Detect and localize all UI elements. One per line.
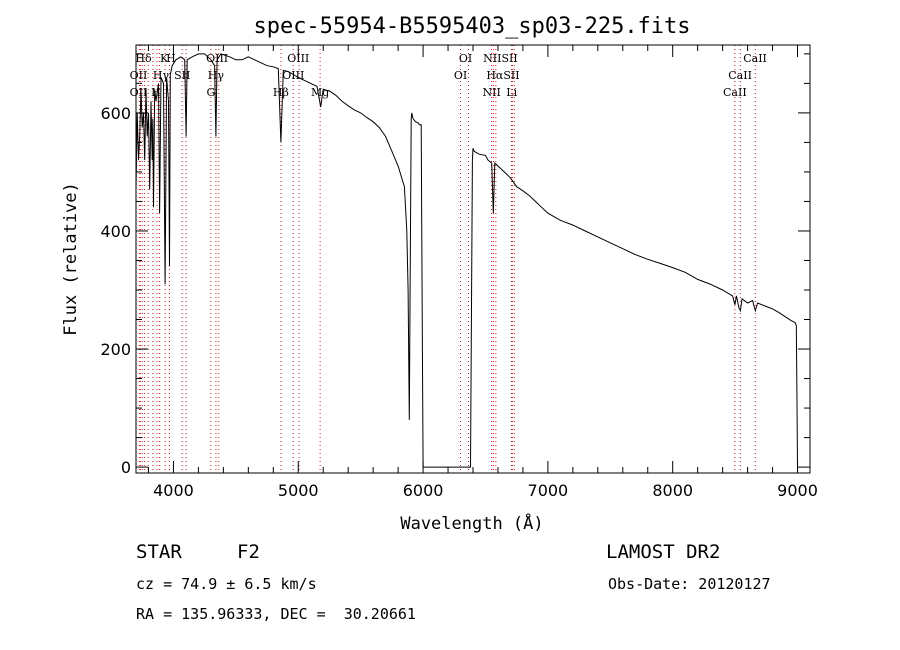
emission-line-label: Hγ <box>153 69 170 82</box>
y-tick-label: 600 <box>100 104 131 123</box>
emission-line-label: CaII <box>728 69 752 82</box>
x-tick-label: 9000 <box>777 481 818 500</box>
emission-line-label: CaII <box>743 52 767 65</box>
x-tick-label: 6000 <box>403 481 444 500</box>
emission-line-label: Mg <box>311 86 329 99</box>
survey-name: LAMOST DR2 <box>606 541 721 563</box>
emission-line-label: G <box>206 86 215 99</box>
emission-line-label: OII <box>130 69 148 82</box>
emission-line-label: H <box>166 52 176 65</box>
x-tick-label: 4000 <box>153 481 194 500</box>
y-axis-label: Flux (relative) <box>61 182 81 336</box>
emission-line-label: NIISII <box>483 52 518 65</box>
plot-frame <box>135 44 811 474</box>
emission-line-label: SII <box>174 69 190 82</box>
x-tick-label: 7000 <box>528 481 569 500</box>
axis-ticks: 4000 5000 6000 7000 8000 9000 0 200 400 600 <box>100 45 818 500</box>
object-subclass: F2 <box>237 541 260 563</box>
emission-line-label: OI <box>459 52 472 65</box>
emission-line-label: K <box>160 52 169 65</box>
emission-line-label: Hγ <box>208 69 225 82</box>
emission-line-label: Hδ <box>135 52 152 65</box>
emission-line-label: OI <box>454 69 467 82</box>
spectrum-line <box>135 53 798 468</box>
emission-line-label: NII <box>483 86 501 99</box>
emission-line-label: OIII <box>287 52 309 65</box>
redshift-velocity: cz = 74.9 ± 6.5 km/s <box>136 575 317 593</box>
y-tick-label: 400 <box>100 222 131 241</box>
x-axis-label: Wavelength (Å) <box>400 512 543 534</box>
x-tick-label: 5000 <box>278 481 319 500</box>
emission-line-label: Hβ <box>273 86 289 99</box>
y-tick-label: 0 <box>121 458 131 477</box>
emission-line-label: Li <box>506 86 517 99</box>
object-class: STAR <box>136 541 182 563</box>
y-tick-label: 200 <box>100 340 131 359</box>
chart-title: spec-55954-B5595403_sp03-225.fits <box>253 14 690 39</box>
emission-line-label: HαSII <box>486 69 519 82</box>
emission-line-markers <box>138 45 756 473</box>
observation-date: Obs-Date: 20120127 <box>608 575 771 593</box>
emission-line-label: CaII <box>723 86 747 99</box>
emission-line-label: OIII <box>282 69 304 82</box>
x-tick-label: 8000 <box>652 481 693 500</box>
emission-line-label: H <box>151 86 161 99</box>
coordinates: RA = 135.96333, DEC = 30.20661 <box>136 605 416 623</box>
emission-line-label: OII <box>130 86 148 99</box>
